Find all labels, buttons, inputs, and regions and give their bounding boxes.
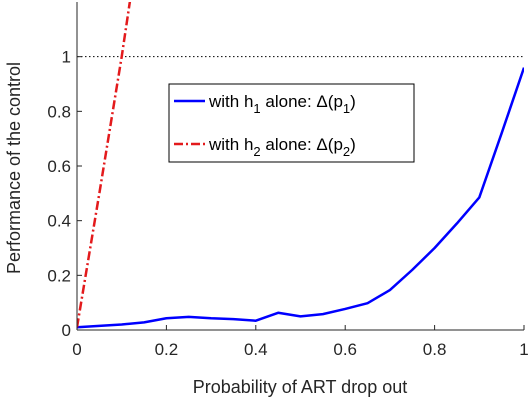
y-axis-label: Performance of the control — [4, 62, 24, 274]
y-tick-label: 0.4 — [47, 212, 71, 231]
x-axis-label: Probability of ART drop out — [193, 377, 407, 397]
legend: with h1 alone: Δ(p1) with h2 alone: Δ(p2… — [168, 83, 415, 163]
legend-h1-prefix: with h — [208, 92, 253, 111]
x-tick-label: 0.6 — [333, 340, 357, 359]
legend-h2-sub: 2 — [253, 144, 260, 159]
x-tick-label: 0.2 — [155, 340, 179, 359]
legend-h2-mid: alone: Δ(p — [261, 135, 343, 154]
axes — [76, 2, 525, 331]
legend-h2-prefix: with h — [208, 135, 253, 154]
series-line-h1 — [77, 67, 524, 329]
y-tick-label: 0.6 — [47, 157, 71, 176]
legend-entry-h2: with h2 alone: Δ(p2) — [208, 135, 356, 159]
legend-h2-sub2: 2 — [343, 144, 350, 159]
y-tick-label: 0.2 — [47, 266, 71, 285]
legend-box — [168, 83, 415, 163]
tick-labels: 0 0.2 0.4 0.6 0.8 1 0 0.2 0.4 0.6 0.8 1 — [47, 48, 528, 359]
x-tick-label: 1 — [519, 340, 528, 359]
series-lines — [77, 2, 524, 329]
legend-h1-sub2: 1 — [343, 101, 350, 116]
y-tick-label: 1 — [62, 48, 71, 67]
x-tick-label: 0 — [72, 340, 81, 359]
series-line-h2 — [77, 2, 132, 328]
legend-h2-suffix: ) — [350, 135, 356, 154]
x-tick-label: 0.8 — [423, 340, 447, 359]
legend-h1-suffix: ) — [350, 92, 356, 111]
x-tick-label: 0.4 — [244, 340, 268, 359]
legend-h1-sub: 1 — [253, 101, 260, 116]
y-tick-label: 0.8 — [47, 102, 71, 121]
legend-h1-mid: alone: Δ(p — [261, 92, 343, 111]
legend-entry-h1: with h1 alone: Δ(p1) — [208, 92, 356, 116]
y-tick-label: 0 — [62, 321, 71, 340]
